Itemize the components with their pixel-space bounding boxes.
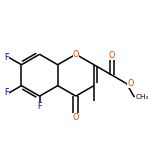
Text: O: O bbox=[109, 50, 115, 60]
Text: CH₃: CH₃ bbox=[135, 94, 149, 100]
Text: F: F bbox=[37, 102, 42, 111]
Text: O: O bbox=[73, 50, 79, 59]
Text: F: F bbox=[4, 88, 9, 97]
Text: F: F bbox=[4, 53, 9, 62]
Text: O: O bbox=[73, 113, 79, 122]
Text: O: O bbox=[127, 79, 134, 88]
